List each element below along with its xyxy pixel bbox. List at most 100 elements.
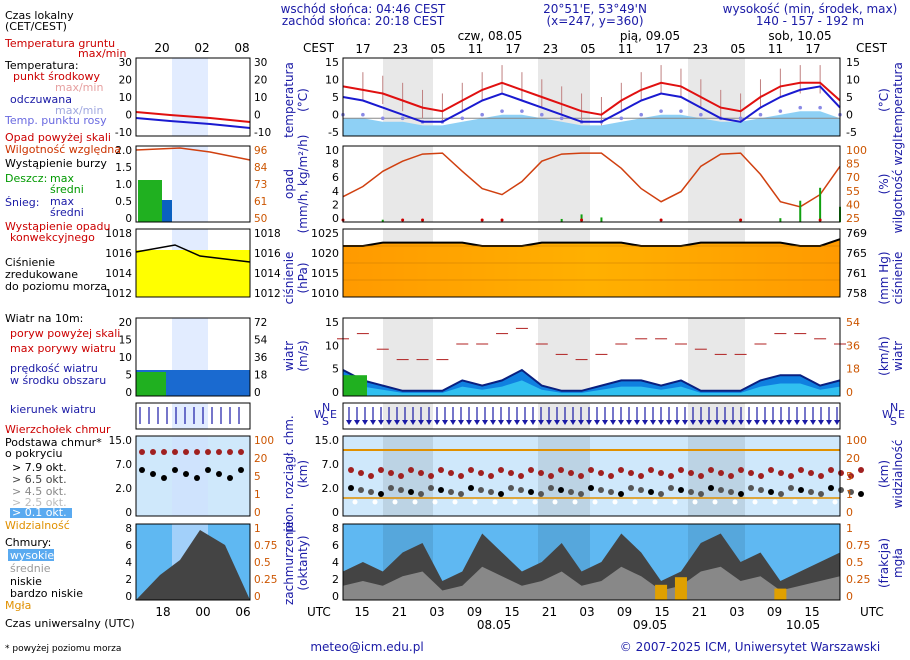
cloud-base-dot [348,485,354,491]
wind-arrow-head [730,420,736,425]
lg-deszcz: Deszcz: [5,172,47,185]
wind-green-start [343,375,367,396]
tick-label-wind: 10 [325,339,339,352]
legend-snow-bars [162,200,172,222]
cloud-top-dot [358,470,364,476]
tick-label-cover: 6 [332,539,339,552]
cloud-top-dot [848,473,854,479]
legend-tick-cloud: 0 [125,507,132,519]
legend-cloud-base-dot [150,471,156,477]
cloud-base-dot [738,491,744,497]
cloud-top-dot [578,473,584,479]
cloud-top-dot [518,473,524,479]
email-link[interactable]: meteo@icm.edu.pl [310,640,423,654]
cloud-base-dot [488,489,494,495]
legend-tick-temp: 20 [254,75,267,87]
cloud-top-dot [668,473,674,479]
cloud-base-low-dot [492,499,498,505]
feels-like-line [342,85,841,123]
compass-s-r: S [890,415,897,428]
wind-arrow-head [618,420,624,425]
wind-r-title: wiatr [891,341,905,371]
tick-label-cover: 4 [332,556,339,569]
tick-label-precip: 6 [332,171,339,184]
legend-tick-cov: 0.75 [254,540,277,552]
cloud-base-low-dot [432,499,438,505]
wind-arrow-head [802,420,808,425]
legend-cloud-top-dot [194,449,200,455]
wind-arrow-head [666,420,672,425]
panel-border-precip [342,145,841,223]
lg-kierunek: kierunek wiatru [10,403,96,416]
cover-axis-title: zachmurzenie [282,521,296,605]
dewpoint-point [758,112,763,117]
pressure-area [343,239,840,297]
cloud-top-dot [698,473,704,479]
tick-label-cloud: 7.0 [322,458,340,471]
cloud-base-low-dot [532,499,538,505]
compass-w-r: W [882,408,893,421]
night-band-wind-2 [688,318,745,396]
wind-arrow-head [738,420,744,425]
okt01-highlight [10,508,72,518]
cloud-top-dot [488,473,494,479]
top-hour-label: 17 [655,42,670,56]
cloud-base-low-dot [792,499,798,505]
tick-label-pres: 1010 [311,287,339,300]
legend-tick-cloud: 15.0 [109,435,132,447]
legend-tick-cloud: 100 [254,435,274,447]
wind-arrow-head [626,420,632,425]
wind-arrow-head [442,420,448,425]
wind-arrow-head [370,420,376,425]
precip-bar [600,217,603,222]
humidity-r-title: wilgotność wzgl. [891,135,905,234]
cloud-base-low-dot [352,499,358,505]
lg-w-srodku: w środku obszaru [10,374,106,387]
cloud-top-dot [688,470,694,476]
legend-tick-wind: 15 [119,335,132,347]
lg-odczuwana: odczuwana [10,93,72,106]
cloud-base-low-dot [612,499,618,505]
legend-cloud-base-dot [161,475,167,481]
legend-cloud-top-dot [139,449,145,455]
compass-n: N [322,401,330,414]
tick-label-pres: 1015 [311,267,339,280]
cloud-base-dot [688,489,694,495]
wind-arrow-head [642,420,648,425]
top-hour-label: 05 [430,42,445,56]
legend-feels-line [135,117,251,129]
wind-arrow-head [690,420,696,425]
precip-axis-title: opad [282,169,296,199]
dewpoint-point [480,112,484,117]
legend-panel-border [135,145,251,223]
legend-tick-temp: -10 [254,127,271,139]
cloud-base-low-dot [512,499,518,505]
humidity-r-unit: (%) [877,174,891,195]
legend-cloud-base-dot [183,471,189,477]
wind-arrow-head [778,420,784,425]
legend-tick-cloud: 7.0 [115,459,132,471]
dewpoint-point [778,109,783,113]
top-hour-labels: 17 23 05 11 17 23 05 11 17 23 05 11 17 [355,42,820,56]
cloud-base-dot [468,485,474,491]
legend-tick-prec: 84 [254,162,268,174]
lg-bardzo-niskie: bardzo niskie [10,587,83,600]
cloud-base-low-dot [552,499,558,505]
legend-tick-temp: 30 [119,57,132,69]
cloud-top-dot [768,467,774,473]
lg-snieg-sredni: średni [50,206,84,219]
cloud-top-dot [738,467,744,473]
lg-temperatura: Temperatura: [4,59,79,72]
dewpoint-point [559,116,564,121]
tick-label-pres: 1020 [311,247,339,260]
cloud-base-dot [428,485,434,491]
bottom-hour-label: 09 [767,605,782,619]
compass-w: W [314,408,325,421]
top-hour-label: 23 [543,42,558,56]
lg-punkt-srodkowy: punkt środkowy [13,70,101,83]
panel-border-temp [342,57,841,137]
precip-bar [779,218,782,222]
tick-label-temp: -5 [328,126,339,139]
legend-cloud-top-dot [216,449,222,455]
lg-predkosc: prędkość wiatru [10,362,98,375]
